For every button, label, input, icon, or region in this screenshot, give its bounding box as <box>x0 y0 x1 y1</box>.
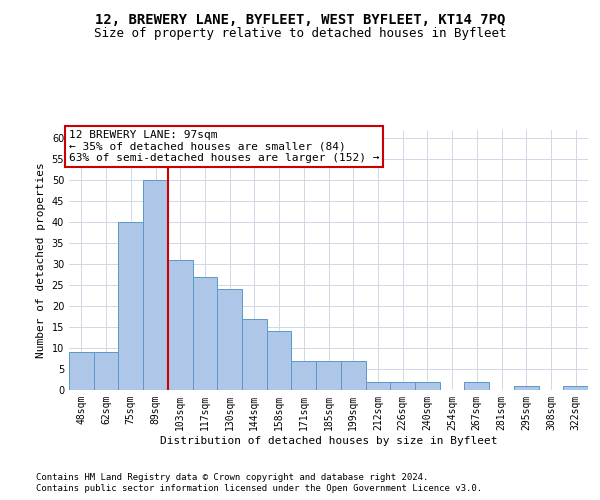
X-axis label: Distribution of detached houses by size in Byfleet: Distribution of detached houses by size … <box>160 436 497 446</box>
Bar <box>514 386 539 390</box>
Bar <box>267 332 292 390</box>
Bar <box>292 360 316 390</box>
Bar <box>390 382 415 390</box>
Text: 12 BREWERY LANE: 97sqm
← 35% of detached houses are smaller (84)
63% of semi-det: 12 BREWERY LANE: 97sqm ← 35% of detached… <box>69 130 380 163</box>
Bar <box>341 360 365 390</box>
Bar <box>193 277 217 390</box>
Text: 12, BREWERY LANE, BYFLEET, WEST BYFLEET, KT14 7PQ: 12, BREWERY LANE, BYFLEET, WEST BYFLEET,… <box>95 12 505 26</box>
Bar <box>316 360 341 390</box>
Text: Contains HM Land Registry data © Crown copyright and database right 2024.: Contains HM Land Registry data © Crown c… <box>36 472 428 482</box>
Bar <box>217 290 242 390</box>
Bar <box>464 382 489 390</box>
Bar <box>168 260 193 390</box>
Bar <box>94 352 118 390</box>
Bar <box>563 386 588 390</box>
Bar <box>242 318 267 390</box>
Bar <box>365 382 390 390</box>
Text: Contains public sector information licensed under the Open Government Licence v3: Contains public sector information licen… <box>36 484 482 493</box>
Bar <box>69 352 94 390</box>
Text: Size of property relative to detached houses in Byfleet: Size of property relative to detached ho… <box>94 28 506 40</box>
Bar <box>143 180 168 390</box>
Y-axis label: Number of detached properties: Number of detached properties <box>36 162 46 358</box>
Bar <box>118 222 143 390</box>
Bar <box>415 382 440 390</box>
